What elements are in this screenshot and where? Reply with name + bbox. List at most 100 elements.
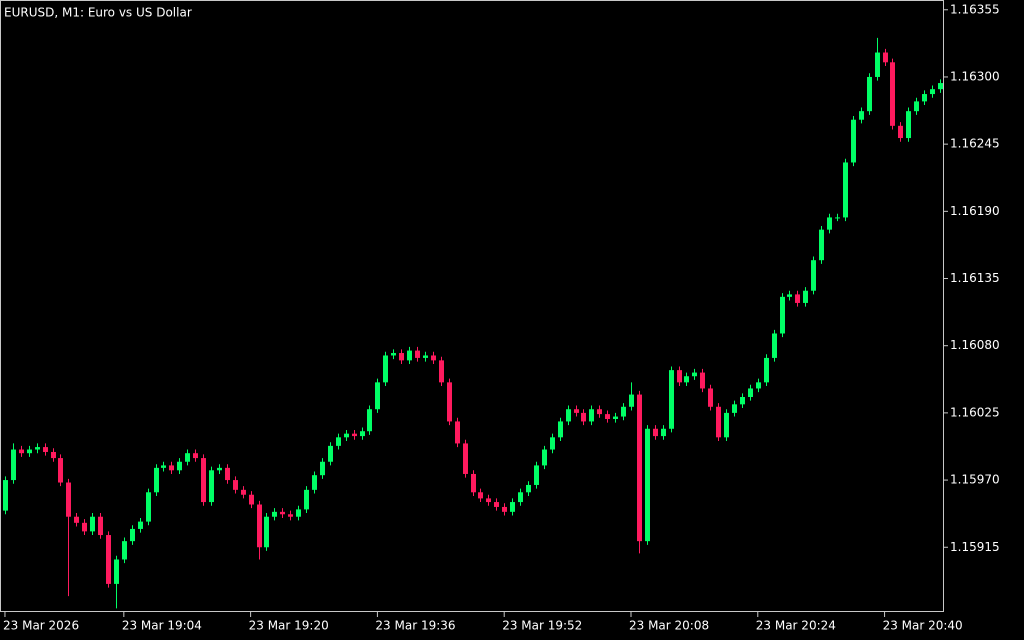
candle-body bbox=[209, 470, 214, 503]
candle-body bbox=[98, 516, 103, 536]
candle-body bbox=[11, 449, 16, 481]
x-tick-label: 23 Mar 19:04 bbox=[122, 619, 202, 633]
x-tick-label: 23 Mar 19:36 bbox=[375, 619, 455, 633]
candle-body bbox=[843, 162, 848, 218]
candle-body bbox=[716, 406, 721, 438]
candle-body bbox=[43, 447, 48, 452]
candle-body bbox=[185, 453, 190, 462]
candle-body bbox=[439, 360, 444, 383]
candle-body bbox=[795, 294, 800, 303]
candle-body bbox=[787, 294, 792, 297]
candle-body bbox=[471, 473, 476, 493]
candle-body bbox=[130, 528, 135, 542]
candle-body bbox=[732, 404, 737, 413]
candle-body bbox=[463, 443, 468, 474]
candle-body bbox=[146, 492, 151, 522]
candle-body bbox=[661, 428, 666, 437]
candle-body bbox=[748, 388, 753, 398]
candle-body bbox=[502, 506, 507, 512]
candle-body bbox=[296, 509, 301, 517]
candle-body bbox=[518, 492, 523, 503]
candle-body bbox=[780, 296, 785, 334]
candle-body bbox=[249, 494, 254, 505]
candle-body bbox=[851, 119, 856, 163]
y-tick-label: 1.16080 bbox=[950, 338, 1000, 352]
candle-body bbox=[138, 521, 143, 529]
candle-body bbox=[217, 467, 222, 471]
candle-body bbox=[486, 498, 491, 503]
candle-body bbox=[19, 449, 24, 454]
candle-body bbox=[122, 541, 127, 560]
candle-body bbox=[478, 492, 483, 499]
candle-body bbox=[106, 535, 111, 584]
candle-body bbox=[597, 409, 602, 415]
candle-body bbox=[280, 511, 285, 515]
candle-body bbox=[558, 421, 563, 438]
chart-title: EURUSD, M1: Euro vs US Dollar bbox=[4, 6, 192, 20]
candle-body bbox=[700, 372, 705, 389]
candle-body bbox=[90, 516, 95, 532]
x-tick-label: 23 Mar 19:20 bbox=[249, 619, 329, 633]
candle-body bbox=[304, 489, 309, 510]
candle-body bbox=[526, 484, 531, 493]
x-tick-label: 23 Mar 2026 bbox=[3, 619, 79, 633]
y-tick-label: 1.16025 bbox=[950, 405, 1000, 419]
candle-body bbox=[272, 511, 277, 517]
candle-body bbox=[352, 433, 357, 437]
candle-body bbox=[684, 376, 689, 383]
candle-body bbox=[764, 357, 769, 383]
candle-body bbox=[653, 428, 658, 437]
candle-body bbox=[407, 350, 412, 361]
candle-body bbox=[629, 394, 634, 407]
candle-body bbox=[391, 353, 396, 356]
candle-body bbox=[890, 62, 895, 126]
candle-body bbox=[669, 370, 674, 429]
candle-body bbox=[27, 449, 32, 454]
candle-body bbox=[756, 382, 761, 389]
candle-body bbox=[637, 394, 642, 542]
candle-body bbox=[177, 461, 182, 471]
candle-body bbox=[328, 445, 333, 462]
candle-body bbox=[447, 382, 452, 422]
candle-body bbox=[938, 83, 943, 90]
candle-body bbox=[344, 433, 349, 438]
y-tick-label: 1.16300 bbox=[950, 69, 1000, 83]
candle-body bbox=[201, 458, 206, 503]
candle-body bbox=[367, 409, 372, 432]
candle-body bbox=[383, 355, 388, 383]
candle-body bbox=[360, 431, 365, 437]
candle-body bbox=[534, 465, 539, 485]
candle-body bbox=[772, 333, 777, 358]
candle-body bbox=[455, 421, 460, 444]
candle-body bbox=[835, 217, 840, 219]
candle-body bbox=[930, 89, 935, 95]
candle-body bbox=[922, 94, 927, 102]
candle-body bbox=[645, 428, 650, 542]
candle-body bbox=[257, 504, 262, 548]
x-tick-label: 23 Mar 19:52 bbox=[502, 619, 582, 633]
candle-body bbox=[66, 482, 71, 517]
candle-body bbox=[74, 516, 79, 523]
y-tick-label: 1.16190 bbox=[950, 204, 1000, 218]
candle-body bbox=[811, 260, 816, 291]
candle-body bbox=[431, 355, 436, 361]
candle-body bbox=[399, 353, 404, 361]
y-tick-label: 1.15970 bbox=[950, 473, 1000, 487]
candle-body bbox=[914, 101, 919, 112]
candle-body bbox=[724, 412, 729, 438]
candle-body bbox=[574, 409, 579, 413]
candle-body bbox=[114, 559, 119, 584]
candle-body bbox=[692, 372, 697, 377]
candle-body bbox=[193, 453, 198, 459]
candle-body bbox=[677, 370, 682, 383]
y-tick-label: 1.15915 bbox=[950, 540, 1000, 554]
candle-body bbox=[827, 217, 832, 230]
plot-frame bbox=[0, 0, 944, 612]
candle-body bbox=[35, 447, 40, 450]
candle-body bbox=[708, 388, 713, 407]
candle-body bbox=[621, 406, 626, 417]
candle-body bbox=[740, 397, 745, 405]
candle-body bbox=[589, 409, 594, 422]
